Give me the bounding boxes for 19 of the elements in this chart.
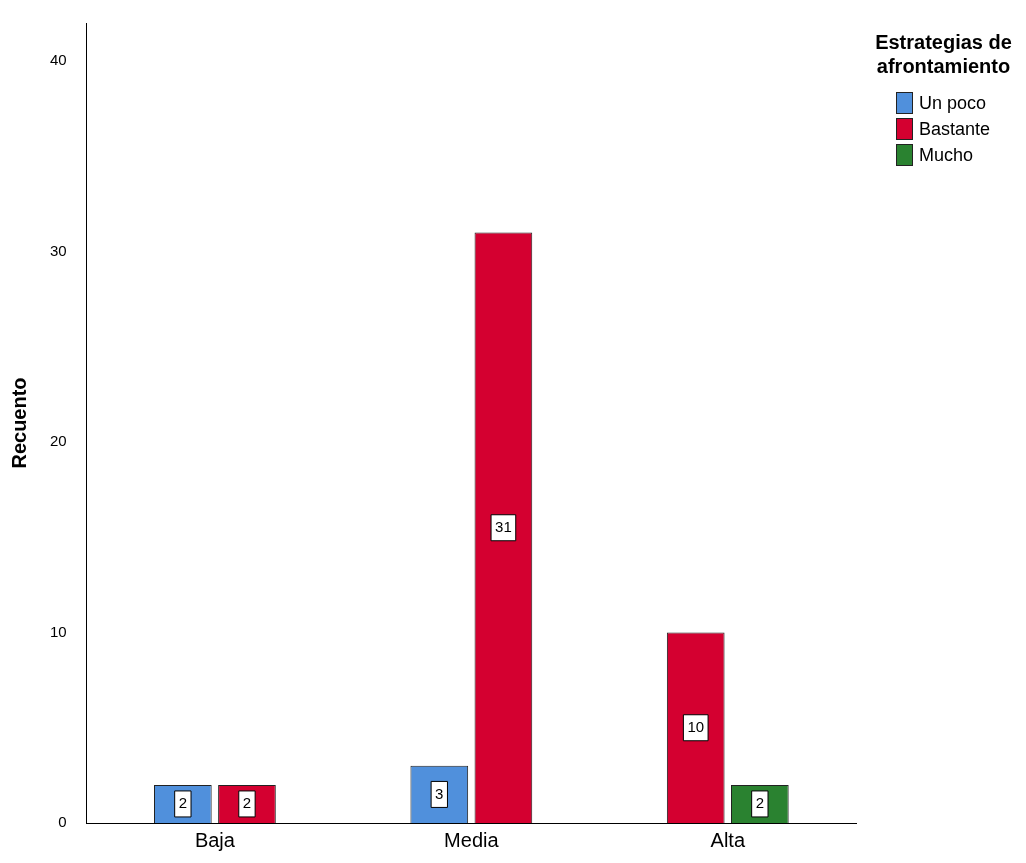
y-tick-label: 10 <box>50 622 67 640</box>
data-label: 31 <box>495 517 512 535</box>
legend-title: Estrategias de afrontamiento <box>874 30 1013 78</box>
y-tick-label: 40 <box>50 51 67 69</box>
legend-label: Bastante <box>919 118 991 140</box>
y-tick-label: 0 <box>58 813 67 831</box>
y-axis-title: Recuento <box>7 377 30 469</box>
x-tick-label: Media <box>444 828 500 851</box>
legend-label: Un poco <box>919 92 987 114</box>
x-tick-label: Alta <box>710 828 746 851</box>
legend-label: Mucho <box>919 144 974 166</box>
data-label: 2 <box>178 794 188 812</box>
data-label: 10 <box>687 717 705 735</box>
data-label: 2 <box>242 794 252 812</box>
x-tick-label: Baja <box>194 828 236 851</box>
data-label: 3 <box>435 784 444 802</box>
data-label: 2 <box>755 794 765 812</box>
y-tick-label: 30 <box>50 241 67 259</box>
y-tick-label: 20 <box>50 432 67 450</box>
